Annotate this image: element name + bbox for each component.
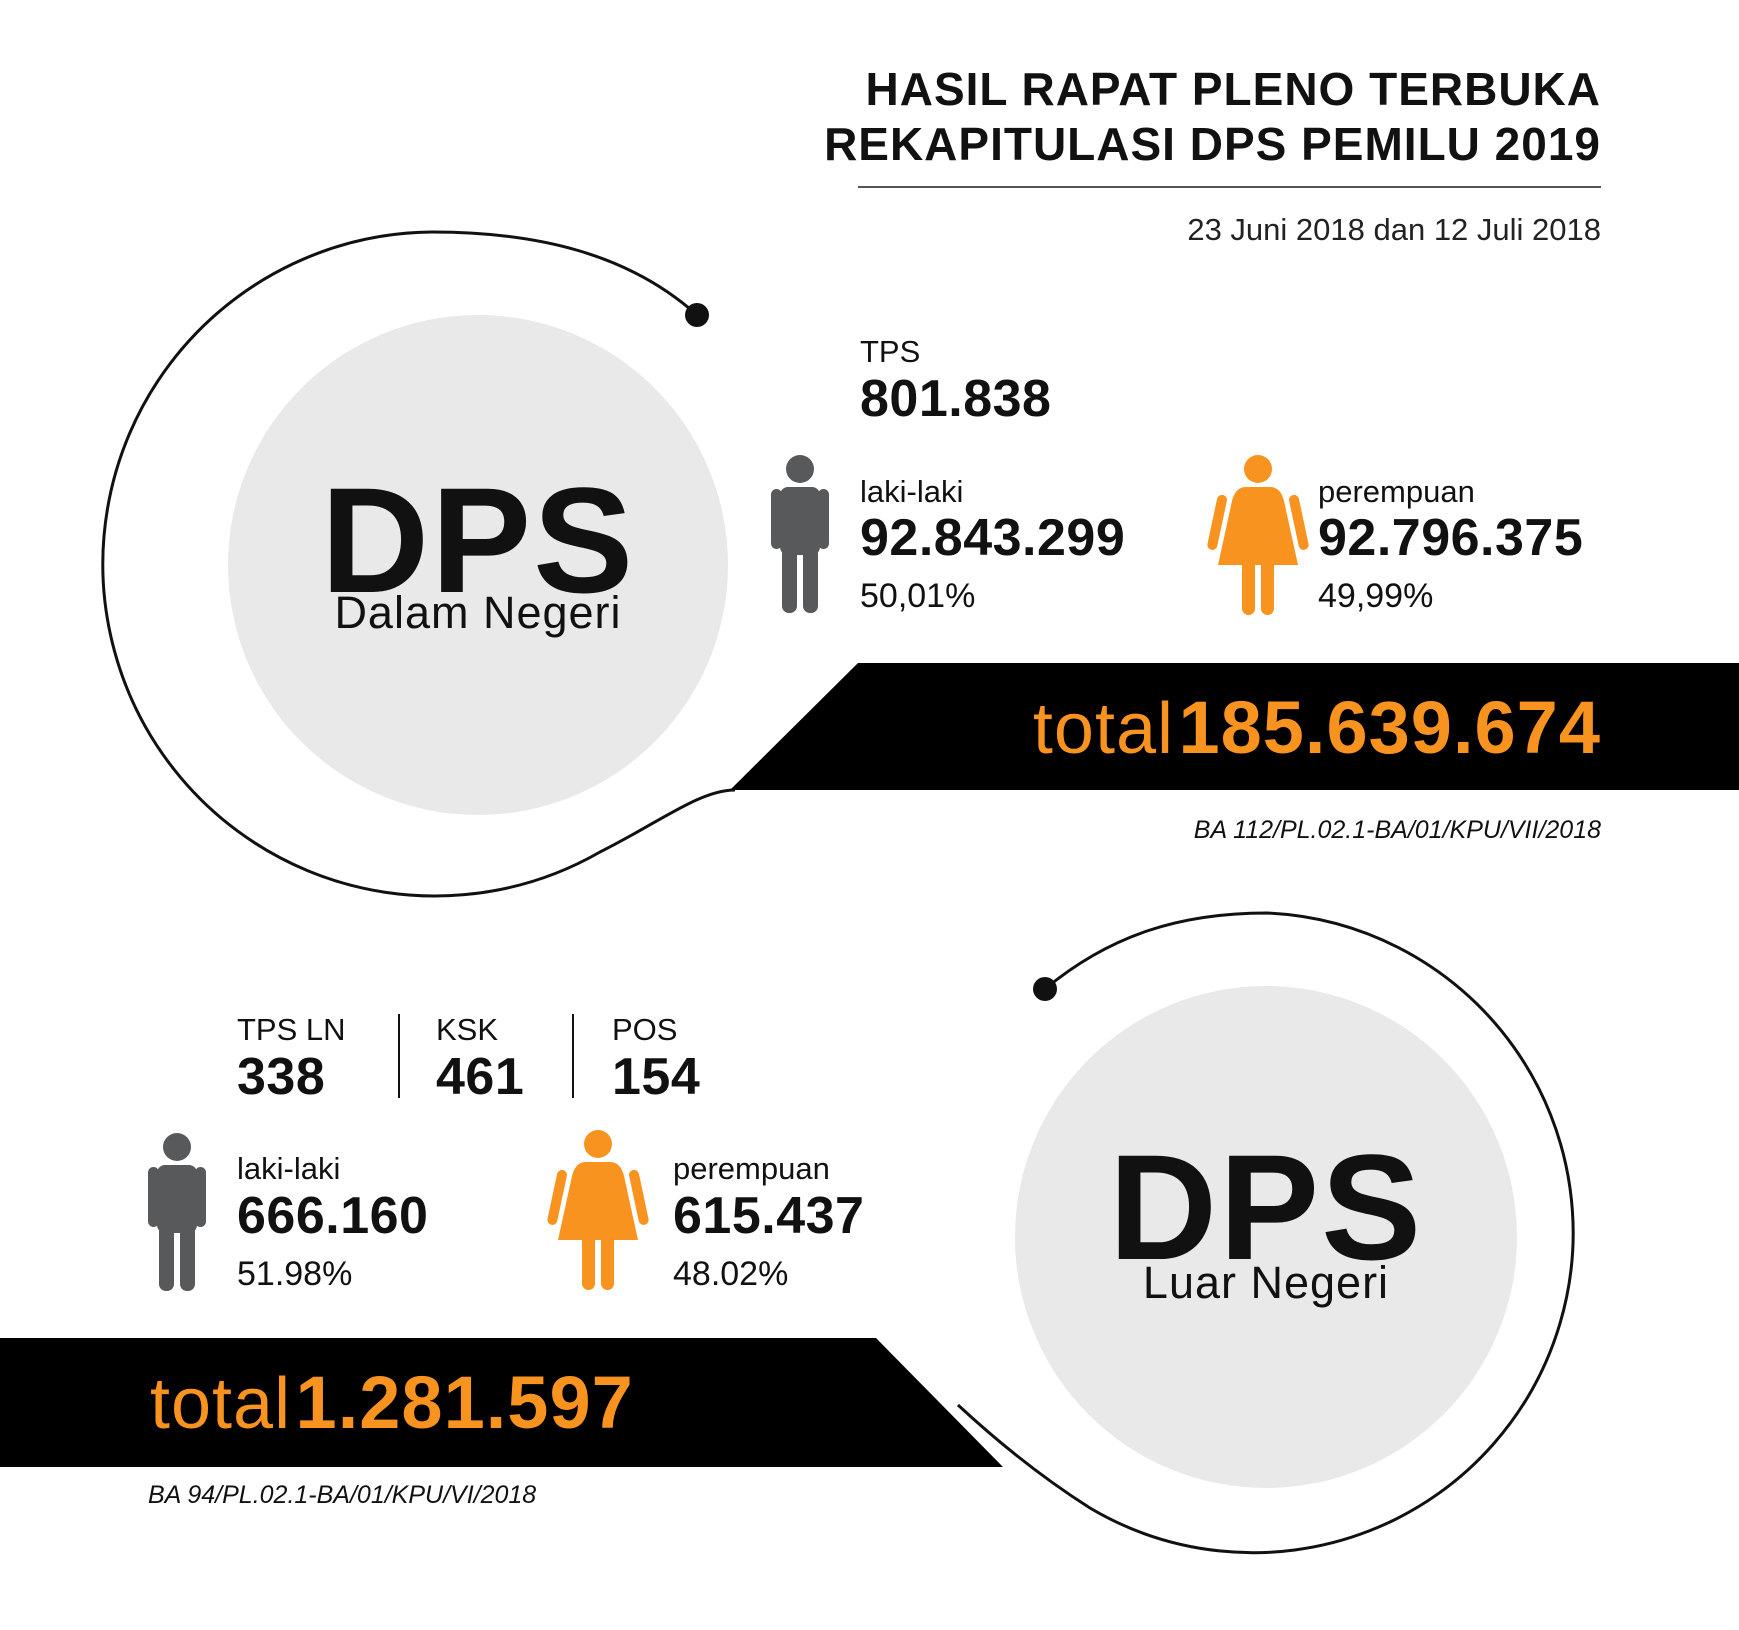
column-separator	[572, 1014, 574, 1098]
luar-negeri-heading: DPS	[1108, 1123, 1424, 1291]
luar-negeri-subheading: Luar Negeri	[1142, 1257, 1390, 1308]
dalam-negeri-ring-dot	[685, 303, 709, 327]
luar-negeri-circle	[1015, 986, 1517, 1488]
total-label: total	[150, 1364, 292, 1444]
female-percentage: 48.02%	[673, 1255, 789, 1293]
tps-value: 801.838	[860, 370, 1052, 428]
male-percentage: 51.98%	[237, 1255, 353, 1293]
luar-negeri-total-bar	[0, 1338, 1003, 1467]
date-range: 23 Juni 2018 dan 12 Juli 2018	[1187, 212, 1601, 247]
ksk-label: KSK	[436, 1012, 499, 1047]
dalam-negeri-subheading: Dalam Negeri	[334, 587, 622, 638]
ksk-value: 461	[436, 1048, 525, 1106]
dalam-negeri-ba-reference: BA 112/PL.02.1-BA/01/KPU/VII/2018	[1193, 816, 1601, 844]
dalam-negeri-total: total 185.639.674	[1033, 683, 1601, 774]
dalam-negeri-outline-ring	[101, 230, 736, 898]
dalam-negeri-circle	[228, 315, 728, 815]
female-value: 92.796.375	[1318, 509, 1584, 567]
total-value: 185.639.674	[1178, 686, 1601, 769]
female-person-icon	[1207, 455, 1309, 615]
tps-ln-value: 338	[237, 1048, 326, 1106]
luar-negeri-outline-ring	[956, 911, 1575, 1555]
pos-label: POS	[612, 1012, 678, 1047]
dalam-negeri-total-bar	[730, 663, 1739, 790]
female-person-icon	[547, 1130, 649, 1290]
title-line-2: REKAPITULASI DPS PEMILU 2019	[824, 118, 1601, 170]
male-person-icon	[148, 1133, 206, 1291]
luar-negeri-ba-reference: BA 94/PL.02.1-BA/01/KPU/VI/2018	[148, 1481, 537, 1509]
male-value: 92.843.299	[860, 509, 1126, 567]
male-percentage: 50,01%	[860, 577, 976, 615]
male-value: 666.160	[237, 1187, 429, 1245]
title-line-1: HASIL RAPAT PLENO TERBUKA	[865, 63, 1601, 115]
tps-label: TPS	[860, 334, 921, 369]
tps-ln-label: TPS LN	[237, 1012, 346, 1047]
pos-value: 154	[612, 1048, 701, 1106]
luar-negeri-total: total 1.281.597	[150, 1358, 634, 1449]
column-separator	[398, 1014, 400, 1098]
male-person-icon	[771, 455, 829, 613]
female-label: perempuan	[673, 1151, 830, 1186]
total-value: 1.281.597	[295, 1361, 634, 1444]
dalam-negeri-heading: DPS	[320, 456, 636, 624]
total-label: total	[1032, 689, 1175, 769]
female-percentage: 49,99%	[1318, 577, 1434, 615]
male-label: laki-laki	[860, 474, 964, 509]
male-label: laki-laki	[237, 1151, 341, 1186]
female-label: perempuan	[1318, 474, 1475, 509]
female-value: 615.437	[673, 1187, 865, 1245]
luar-negeri-ring-dot	[1033, 977, 1057, 1001]
